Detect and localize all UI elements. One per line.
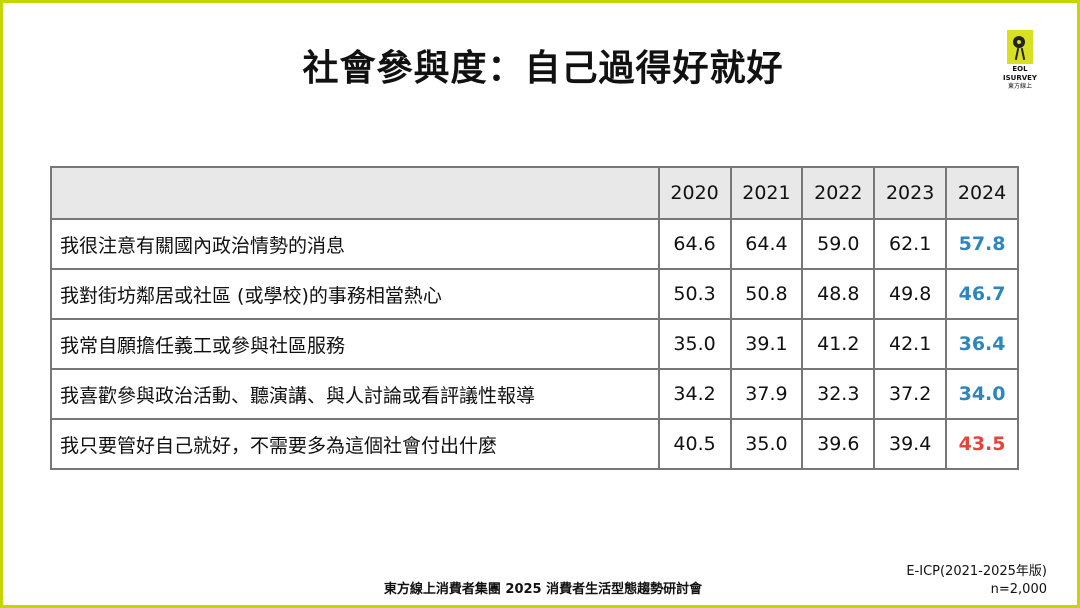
value-cell: 35.0	[729, 418, 804, 470]
row-label: 我常自願擔任義工或參與社區服務	[50, 318, 660, 370]
row-label: 我喜歡參與政治活動、聽演講、與人討論或看評議性報導	[50, 368, 660, 420]
value-cell: 49.8	[873, 268, 948, 320]
table-row: 我喜歡參與政治活動、聽演講、與人討論或看評議性報導 34.2 37.9 32.3…	[50, 368, 1019, 420]
table-header-row: 2020 2021 2022 2023 2024	[50, 166, 1019, 220]
value-cell: 64.6	[657, 218, 732, 270]
header-year: 2021	[729, 166, 804, 220]
value-cell: 37.9	[729, 368, 804, 420]
value-cell: 59.0	[801, 218, 876, 270]
value-cell: 34.2	[657, 368, 732, 420]
value-cell-2024: 36.4	[945, 318, 1019, 370]
logo-text-isurvey: ISURVEY	[1003, 74, 1037, 82]
slide-title: 社會參與度：自己過得好就好	[302, 48, 784, 89]
value-cell: 48.8	[801, 268, 876, 320]
table-row: 我常自願擔任義工或參與社區服務 35.0 39.1 41.2 42.1 36.4	[50, 318, 1019, 370]
value-cell: 39.4	[873, 418, 948, 470]
header-year: 2022	[801, 166, 876, 220]
table-row: 我只要管好自己就好，不需要多為這個社會付出什麼 40.5 35.0 39.6 3…	[50, 418, 1019, 470]
table-row: 我很注意有關國內政治情勢的消息 64.6 64.4 59.0 62.1 57.8	[50, 218, 1019, 270]
row-label: 我很注意有關國內政治情勢的消息	[50, 218, 660, 270]
data-table: 2020 2021 2022 2023 2024 我很注意有關國內政治情勢的消息…	[50, 166, 1019, 470]
logo-text-company: 東方線上	[1007, 83, 1032, 90]
logo-mark-icon	[1007, 30, 1033, 64]
footer-event-name: 東方線上消費者集團 2025 消費者生活型態趨勢研討會	[383, 582, 703, 597]
source-note: E-ICP(2021-2025年版) n=2,000	[906, 563, 1047, 599]
value-cell: 40.5	[657, 418, 732, 470]
sample-size: n=2,000	[990, 582, 1047, 597]
value-cell: 50.8	[729, 268, 804, 320]
value-cell: 41.2	[801, 318, 876, 370]
value-cell: 50.3	[657, 268, 732, 320]
value-cell: 32.3	[801, 368, 876, 420]
header-year: 2024	[945, 166, 1019, 220]
row-label: 我對街坊鄰居或社區 (或學校)的事務相當熱心	[50, 268, 660, 320]
source-dataset: E-ICP(2021-2025年版)	[906, 564, 1047, 579]
table-row: 我對街坊鄰居或社區 (或學校)的事務相當熱心 50.3 50.8 48.8 49…	[50, 268, 1019, 320]
logo-text-eol: EOL	[1012, 65, 1028, 73]
header-year: 2023	[873, 166, 948, 220]
header-year: 2020	[657, 166, 732, 220]
value-cell-2024: 43.5	[945, 418, 1019, 470]
value-cell-2024: 57.8	[945, 218, 1019, 270]
row-label: 我只要管好自己就好，不需要多為這個社會付出什麼	[50, 418, 660, 470]
value-cell: 64.4	[729, 218, 804, 270]
value-cell: 42.1	[873, 318, 948, 370]
value-cell: 39.1	[729, 318, 804, 370]
value-cell: 37.2	[873, 368, 948, 420]
value-cell: 39.6	[801, 418, 876, 470]
value-cell-2024: 34.0	[945, 368, 1019, 420]
value-cell-2024: 46.7	[945, 268, 1019, 320]
logo: EOL ISURVEY 東方線上	[1000, 30, 1040, 90]
value-cell: 62.1	[873, 218, 948, 270]
value-cell: 35.0	[657, 318, 732, 370]
header-blank-cell	[50, 166, 660, 220]
